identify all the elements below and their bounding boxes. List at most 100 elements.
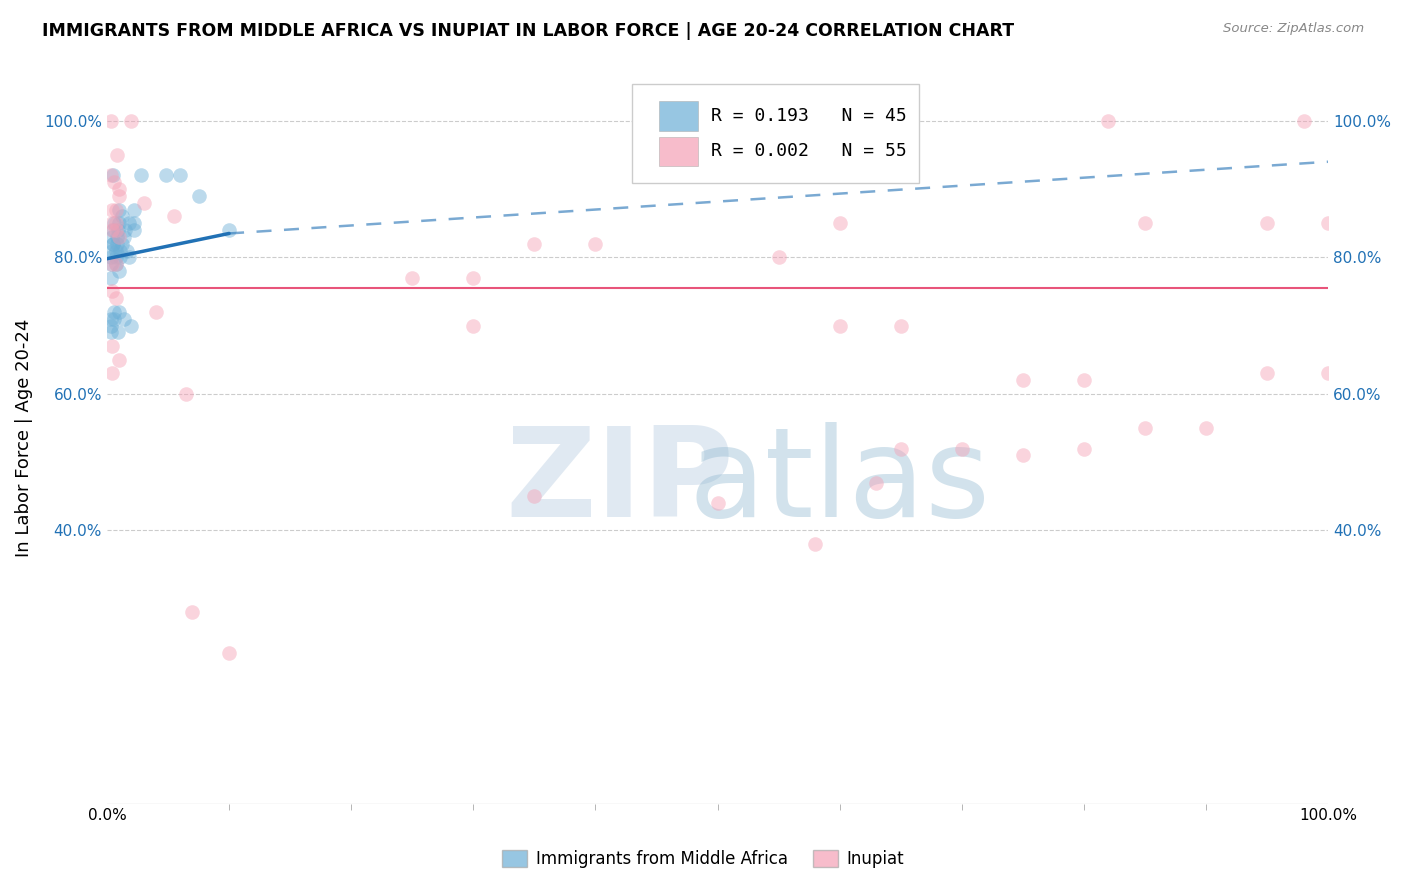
Point — [463, 270, 485, 285]
Point — [100, 257, 122, 271]
Point — [1073, 442, 1095, 456]
Point — [103, 305, 125, 319]
Point — [145, 305, 167, 319]
Point — [1133, 421, 1156, 435]
Point — [463, 318, 485, 333]
Text: IMMIGRANTS FROM MIDDLE AFRICA VS INUPIAT IN LABOR FORCE | AGE 20-24 CORRELATION : IMMIGRANTS FROM MIDDLE AFRICA VS INUPIAT… — [42, 22, 1014, 40]
Point — [181, 606, 204, 620]
Point — [110, 244, 132, 258]
Point — [118, 216, 141, 230]
Point — [107, 223, 129, 237]
Point — [111, 236, 134, 251]
Legend: Immigrants from Middle Africa, Inupiat: Immigrants from Middle Africa, Inupiat — [496, 843, 910, 875]
Point — [104, 244, 127, 258]
Point — [115, 244, 138, 258]
Point — [163, 210, 186, 224]
Point — [103, 311, 125, 326]
Point — [1195, 421, 1218, 435]
Point — [101, 236, 124, 251]
Point — [122, 216, 145, 230]
Point — [1073, 373, 1095, 387]
Point — [187, 189, 209, 203]
Point — [101, 230, 124, 244]
Point — [176, 387, 198, 401]
Text: ZIP: ZIP — [506, 422, 734, 542]
Y-axis label: In Labor Force | Age 20-24: In Labor Force | Age 20-24 — [15, 319, 32, 558]
Point — [122, 223, 145, 237]
Point — [100, 270, 122, 285]
Point — [132, 195, 155, 210]
Point — [103, 175, 125, 189]
Point — [114, 223, 136, 237]
Point — [105, 236, 128, 251]
Point — [768, 251, 790, 265]
Point — [101, 223, 124, 237]
Point — [1317, 367, 1340, 381]
Point — [108, 182, 131, 196]
FancyBboxPatch shape — [633, 84, 920, 183]
Point — [155, 169, 177, 183]
Point — [108, 305, 131, 319]
Point — [111, 210, 134, 224]
Point — [1011, 373, 1033, 387]
FancyBboxPatch shape — [659, 136, 697, 166]
Point — [103, 216, 125, 230]
Point — [101, 367, 124, 381]
FancyBboxPatch shape — [659, 102, 697, 131]
Point — [1256, 367, 1278, 381]
Point — [108, 352, 131, 367]
Point — [828, 318, 851, 333]
Point — [101, 339, 124, 353]
Point — [104, 291, 127, 305]
Point — [890, 442, 912, 456]
Point — [100, 169, 122, 183]
Point — [118, 251, 141, 265]
Point — [101, 216, 124, 230]
Point — [101, 169, 124, 183]
Point — [100, 311, 122, 326]
Text: R = 0.193   N = 45: R = 0.193 N = 45 — [711, 107, 907, 125]
Point — [107, 326, 129, 340]
Point — [169, 169, 191, 183]
Point — [108, 216, 131, 230]
Point — [100, 326, 122, 340]
Point — [1256, 216, 1278, 230]
Point — [1133, 216, 1156, 230]
Point — [108, 230, 131, 244]
Point — [218, 647, 240, 661]
Point — [401, 270, 423, 285]
Point — [112, 311, 135, 326]
Point — [105, 148, 128, 162]
Point — [105, 230, 128, 244]
Point — [104, 257, 127, 271]
Point — [122, 202, 145, 217]
Point — [523, 236, 546, 251]
Text: R = 0.002   N = 55: R = 0.002 N = 55 — [711, 142, 907, 161]
Point — [1097, 113, 1119, 128]
Point — [101, 223, 124, 237]
Text: Source: ZipAtlas.com: Source: ZipAtlas.com — [1223, 22, 1364, 36]
Point — [108, 202, 131, 217]
Point — [100, 113, 122, 128]
Point — [218, 223, 240, 237]
Point — [1317, 216, 1340, 230]
Point — [120, 113, 142, 128]
Point — [104, 257, 127, 271]
Point — [101, 257, 124, 271]
Point — [583, 236, 606, 251]
Point — [101, 202, 124, 217]
Point — [1292, 113, 1315, 128]
Point — [828, 216, 851, 230]
Point — [804, 537, 827, 551]
Point — [1011, 449, 1033, 463]
Point — [101, 244, 124, 258]
Point — [104, 223, 127, 237]
Point — [523, 489, 546, 503]
Point — [104, 202, 127, 217]
Point — [129, 169, 152, 183]
Text: atlas: atlas — [689, 422, 991, 542]
Point — [890, 318, 912, 333]
Point — [104, 216, 127, 230]
Point — [865, 475, 887, 490]
Point — [101, 285, 124, 299]
